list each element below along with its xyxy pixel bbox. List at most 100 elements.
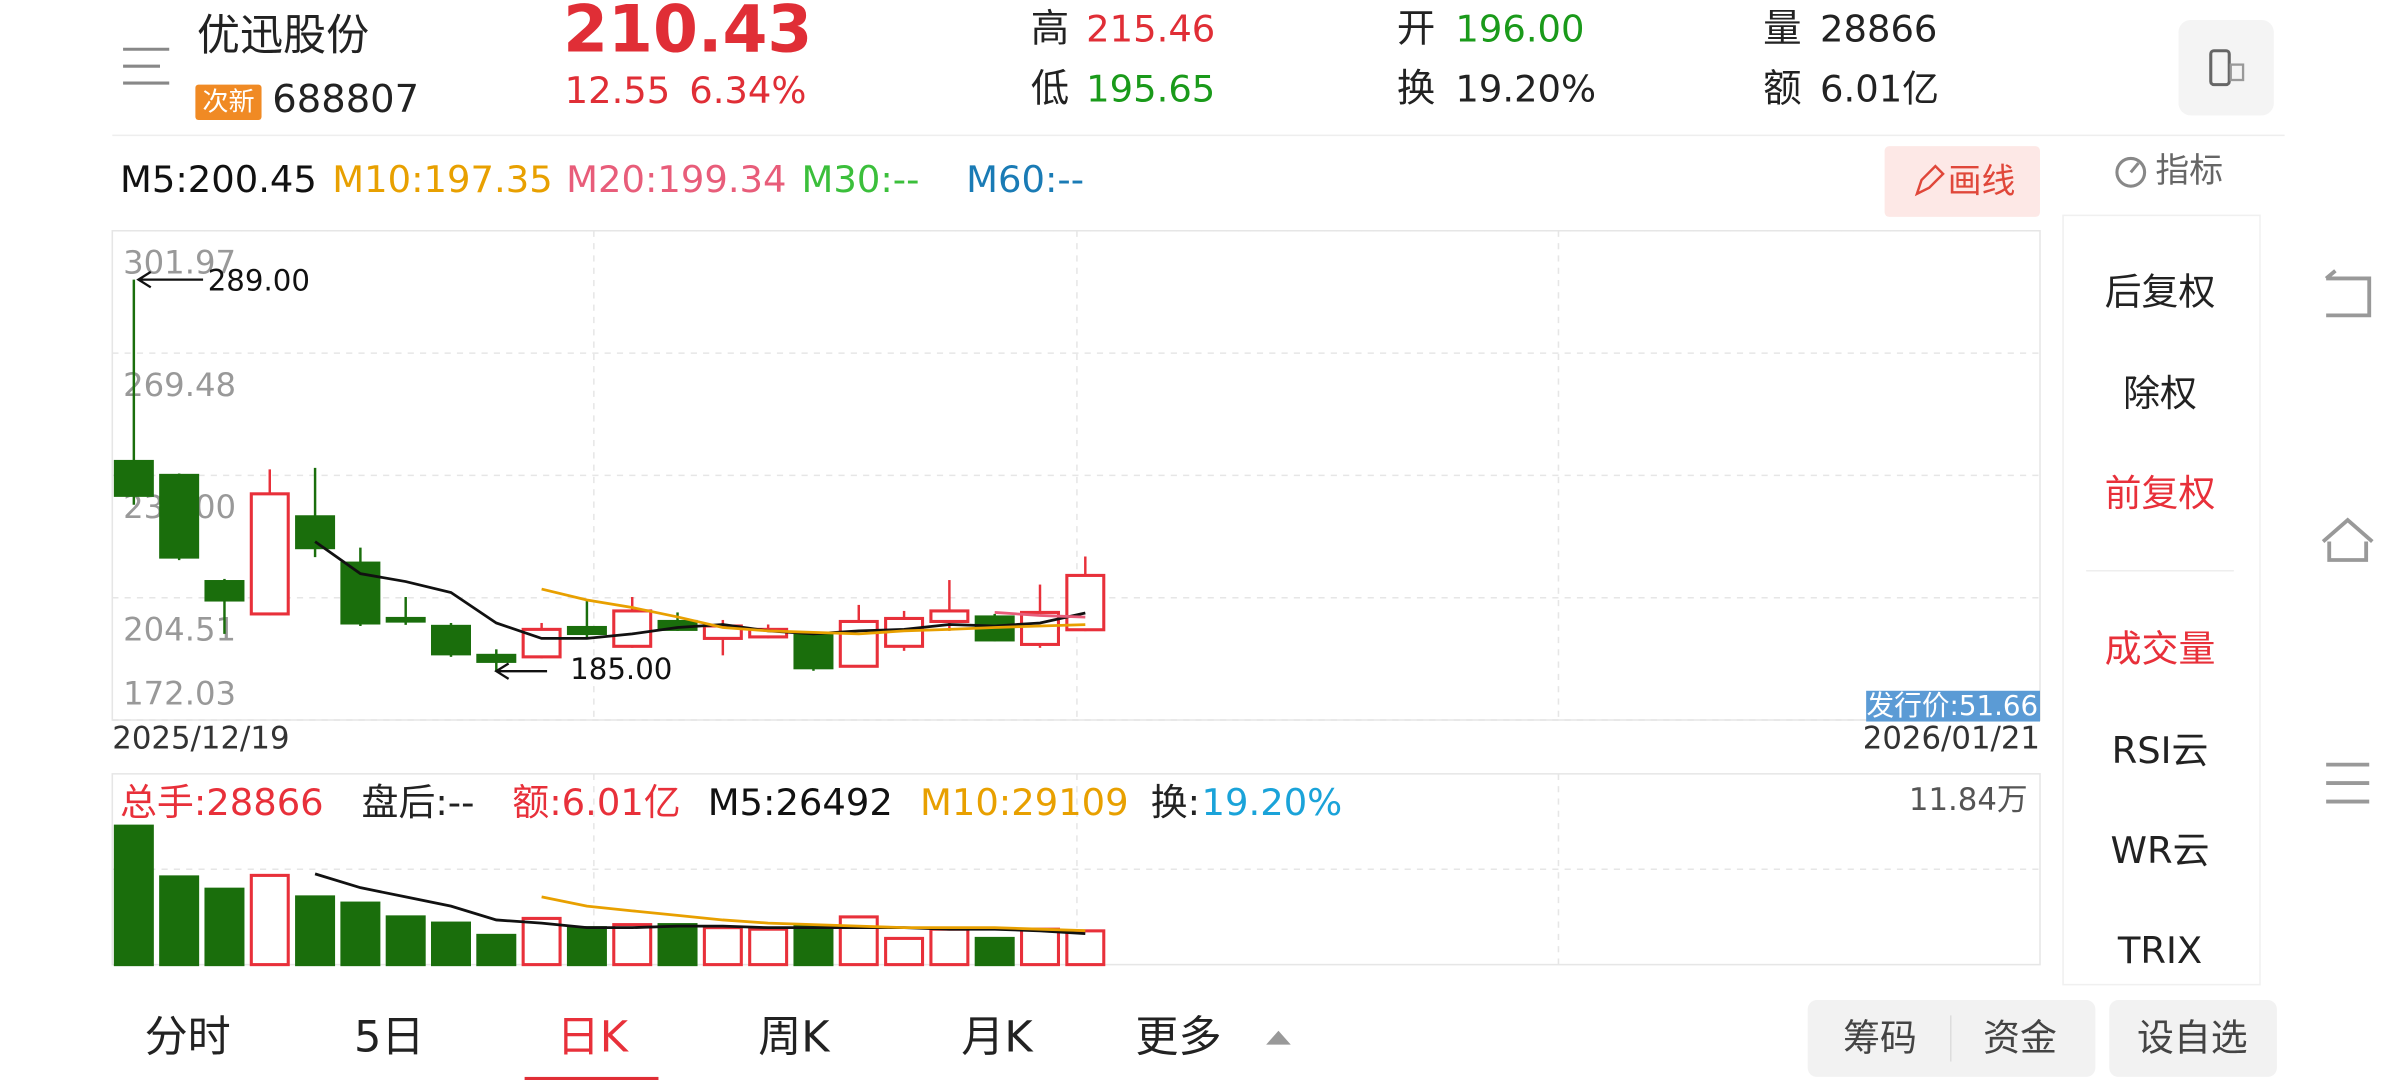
change: 12.55: [565, 69, 671, 112]
volume: 28866: [1820, 7, 1937, 50]
amount: 6.01亿: [1820, 67, 1939, 110]
high: 215.46: [1086, 7, 1215, 50]
tab[interactable]: 5日: [354, 1013, 424, 1063]
volume-max: 11.84万: [1909, 782, 2028, 818]
nav-icons[interactable]: [2321, 269, 2374, 804]
indicator-button[interactable]: 指标: [2115, 151, 2223, 190]
high-label: 高: [1031, 6, 1069, 51]
candle-body: [793, 633, 834, 670]
candle-body: [1020, 610, 1060, 646]
draw-label: 画线: [1948, 162, 2016, 201]
volume-ma5-line: [314, 872, 1086, 936]
amount-label: 额: [1763, 66, 1801, 111]
volume-bar: [249, 873, 290, 967]
volume-bar: [974, 936, 1015, 967]
button[interactable]: 设自选: [2137, 1016, 2248, 1059]
stock-code: 688807: [272, 77, 419, 122]
ma10-line: [541, 587, 1086, 636]
volume-bar: [748, 927, 789, 967]
candle-body: [385, 616, 426, 623]
side-menu-item[interactable]: 前复权: [2105, 472, 2216, 515]
candle-body: [1065, 573, 1106, 632]
side-menu-item[interactable]: 后复权: [2105, 270, 2216, 313]
side-menu-item[interactable]: 除权: [2123, 372, 2197, 415]
tag-bg: [195, 84, 262, 120]
volume-bar: [113, 824, 154, 967]
volume-legend-item: M5:26492: [708, 781, 893, 824]
volume-bar: [1065, 929, 1106, 967]
change-pct: 6.34%: [689, 69, 806, 112]
candle-body: [113, 459, 154, 497]
volume-label: 量: [1763, 6, 1801, 51]
y-tick-label: 269.48: [123, 366, 236, 404]
side-menu-item[interactable]: RSI云: [2112, 729, 2209, 772]
low-marker: 185.00: [570, 652, 672, 686]
ma-legend: M5:200.45 M10:197.35 M20:199.34 M30:-- M60:-…: [120, 158, 1084, 201]
issue-price: 发行价:51.66: [1866, 689, 2038, 722]
ma-legend-item: M30:--: [802, 158, 920, 201]
ma-legend-item: M60:--: [966, 158, 1084, 201]
volume-bar: [838, 915, 879, 967]
volume-bar: [295, 895, 336, 967]
volume-legend-item: 换:: [1151, 781, 1200, 824]
tab-underline: [524, 1076, 659, 1080]
start-date: 2025/12/19: [112, 721, 289, 757]
volume-legend-item: 盘后:--: [362, 781, 475, 824]
candle-body: [476, 653, 517, 663]
candle-body: [838, 619, 879, 668]
candle-body: [430, 624, 471, 656]
open-label: 开: [1397, 6, 1435, 51]
volume-legend-item: M10:29109: [920, 781, 1129, 824]
end-date: 2026/01/21: [1863, 721, 2040, 757]
candle-body: [566, 625, 607, 636]
volume-bar: [476, 933, 517, 967]
volume-bar: [430, 921, 471, 967]
side-menu-item[interactable]: 成交量: [2105, 627, 2216, 670]
volume-legend-item: 额:6.01亿: [512, 781, 680, 824]
rotate-button[interactable]: [2178, 20, 2274, 116]
tab[interactable]: 更多: [1135, 1013, 1221, 1063]
side-menu-item[interactable]: TRIX: [2117, 929, 2202, 972]
draw-button[interactable]: 画线: [1884, 146, 2040, 217]
volume-bar: [793, 924, 834, 967]
ma-legend-item: M10:197.35: [332, 158, 552, 201]
price: 210.43: [563, 0, 812, 67]
ma20-line: [994, 611, 1086, 619]
open: 196.00: [1455, 7, 1584, 50]
side-menu-item[interactable]: WR云: [2110, 829, 2209, 872]
button[interactable]: 资金: [1983, 1016, 2057, 1059]
turnover: 19.20%: [1455, 67, 1596, 110]
tab[interactable]: 月K: [961, 1013, 1034, 1063]
button-bg: [2109, 1000, 2277, 1077]
volume-legend-item: 总手:28866: [120, 781, 324, 824]
volume-bar: [929, 927, 970, 967]
ma-legend-item: M5:200.45: [120, 158, 317, 201]
volume-chart: [113, 824, 1106, 967]
candle-body: [612, 609, 653, 648]
candle-body: [159, 473, 200, 559]
menu-icon[interactable]: [123, 47, 170, 85]
tab-bar: 分时 5日 日K 周K 月K 更多: [145, 1013, 1222, 1063]
y-tick-label: 204.51: [123, 611, 236, 649]
volume-bar: [1020, 927, 1060, 967]
volume-ma10-line: [541, 895, 1086, 932]
tab[interactable]: 分时: [145, 1013, 231, 1063]
tab[interactable]: 周K: [758, 1013, 831, 1063]
button[interactable]: 筹码: [1843, 1016, 1917, 1059]
low-arrow: [494, 662, 548, 680]
turnover-label: 换: [1397, 66, 1435, 111]
low: 195.65: [1086, 67, 1215, 110]
ma-legend-item: M20:199.34: [566, 158, 786, 201]
high-arrow: [136, 270, 204, 289]
tab[interactable]: 日K: [557, 1013, 630, 1063]
low-label: 低: [1031, 66, 1069, 111]
volume-legend-item: 19.20%: [1202, 781, 1343, 824]
volume-bar: [884, 936, 925, 967]
volume-bar: [340, 901, 381, 967]
kline-chart: 301.97269.48237.00204.51172.03289.00185.…: [112, 230, 2040, 721]
volume-bar: [204, 887, 245, 967]
volume-bar: [385, 915, 426, 967]
y-tick-label: 301.97: [123, 244, 236, 282]
